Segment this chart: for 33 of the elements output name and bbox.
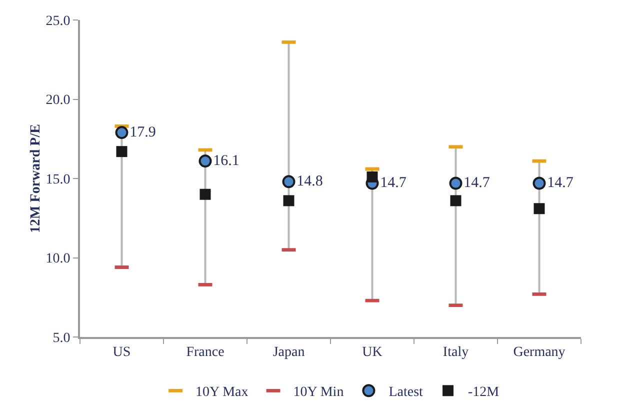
data-label: 17.9: [130, 124, 156, 140]
point: [283, 195, 294, 206]
data-label: 14.7: [464, 175, 490, 192]
x-tick-label: Italy: [442, 344, 469, 360]
x-tick-label: US: [112, 344, 131, 360]
point: [449, 176, 462, 190]
legend-label: 10Y Max: [196, 385, 248, 400]
data-label: 14.7: [380, 175, 407, 192]
point: [198, 154, 212, 168]
x-tick-label: UK: [362, 344, 382, 360]
point: [366, 171, 378, 182]
point: [200, 188, 211, 200]
x-tick-label: Germany: [513, 344, 566, 360]
y-tick-label: 5.0: [52, 330, 70, 346]
point: [282, 175, 296, 188]
y-tick-label: 10.0: [46, 252, 70, 267]
x-tick-label: Japan: [272, 344, 305, 360]
legend-label: Latest: [388, 385, 424, 400]
point: [115, 126, 128, 140]
point: [534, 203, 545, 214]
legend-label: -12M: [468, 385, 500, 400]
x-tick-label: France: [186, 344, 224, 360]
data-label: 16.1: [213, 152, 240, 169]
data-label: 14.8: [296, 173, 323, 190]
point: [450, 195, 462, 206]
y-tick-label: 25.0: [46, 14, 70, 29]
y-tick-label: 15.0: [46, 172, 70, 188]
y-tick-label: 20.0: [46, 93, 70, 108]
y-axis-title: 12M Forward P/E: [28, 124, 44, 233]
point: [532, 176, 546, 190]
data-label: 14.7: [547, 175, 574, 192]
legend-label: 10Y Min: [293, 385, 344, 400]
point: [116, 146, 128, 158]
